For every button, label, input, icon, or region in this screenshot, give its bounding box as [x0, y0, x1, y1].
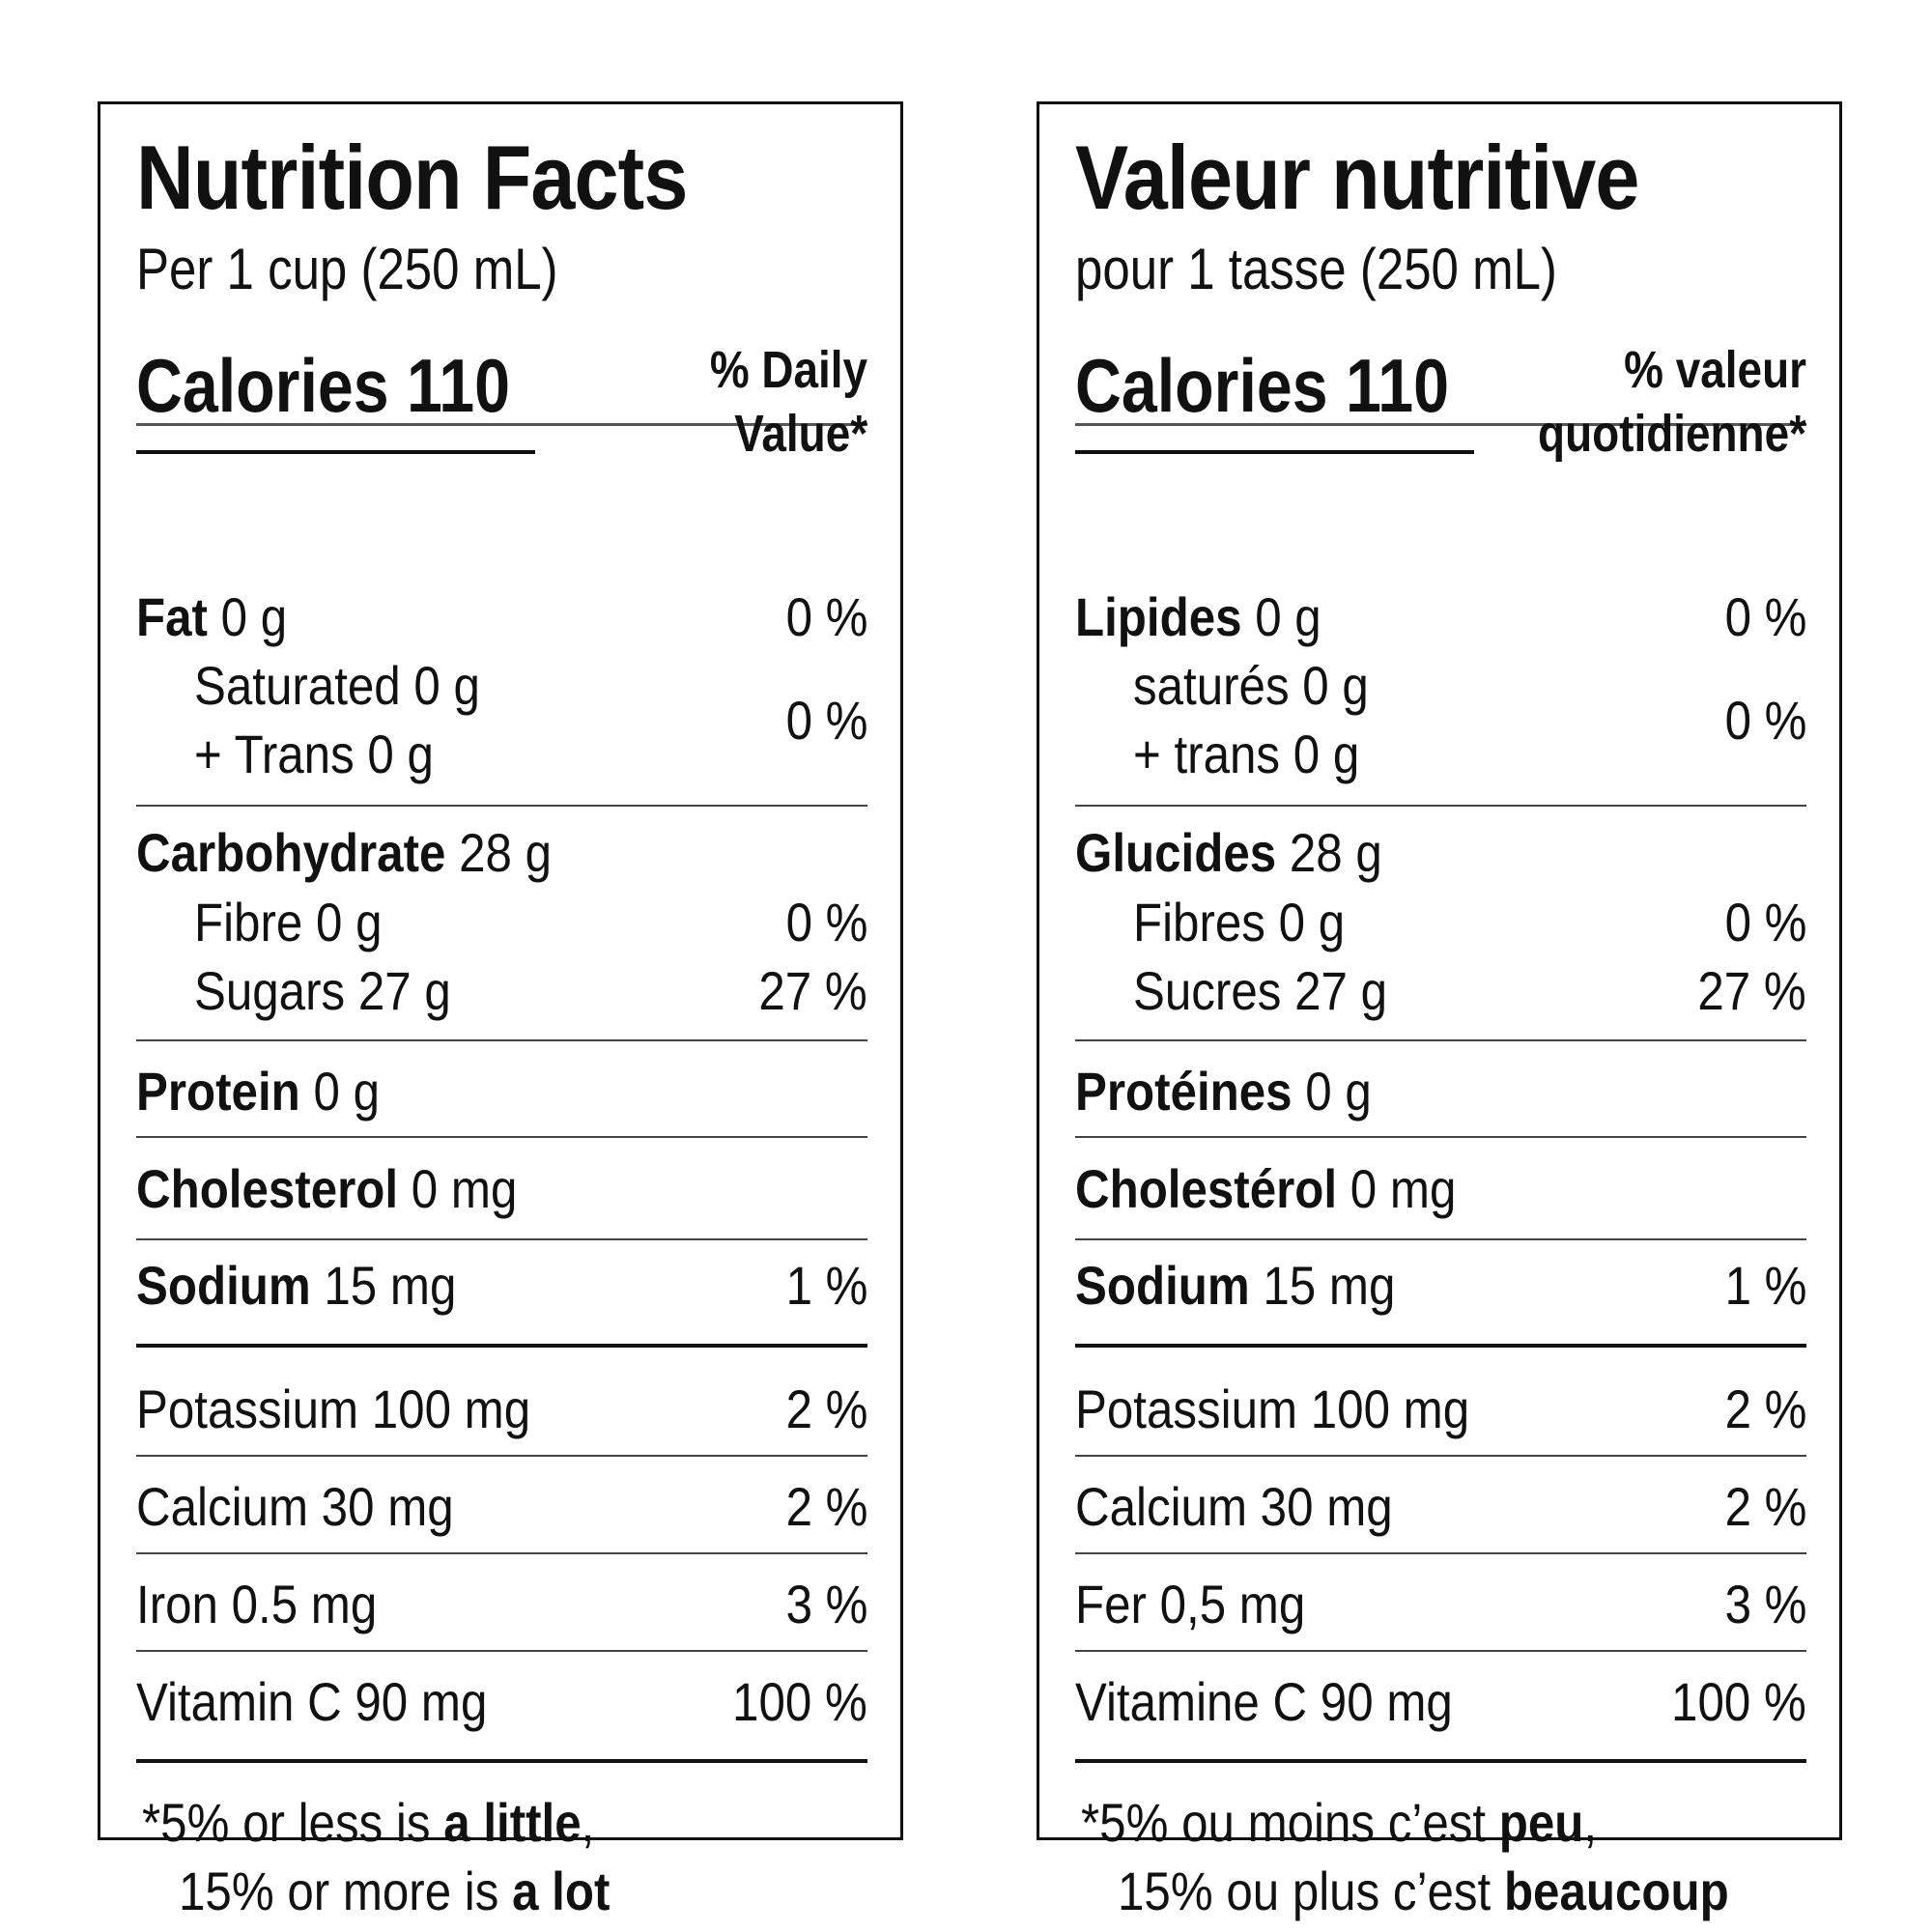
iron-label: Iron 0.5 mg	[136, 1574, 378, 1634]
divider	[1075, 1238, 1806, 1240]
panel-content: Nutrition Facts Per 1 cup (250 mL) Calor…	[136, 104, 867, 1921]
daily-value-header: % Daily Value*	[709, 341, 867, 463]
divider	[1075, 1455, 1806, 1457]
divider	[136, 805, 867, 807]
trans-label: + Trans 0 g	[194, 724, 434, 784]
calcium-dv: 2 %	[785, 1476, 867, 1537]
panel-title: Valeur nutritive	[1075, 127, 1639, 228]
divider-thick	[1075, 1344, 1806, 1348]
potassium-label: Potassium 100 mg	[136, 1378, 531, 1439]
calories-label: Calories 110	[1075, 343, 1450, 428]
divider-thick	[136, 1759, 867, 1763]
calcium-label: Calcium 30 mg	[136, 1476, 454, 1537]
fat-label: Lipides 0 g	[1075, 586, 1321, 647]
divider	[136, 423, 867, 426]
divider	[1075, 423, 1806, 426]
saturated-trans-dv: 0 %	[785, 690, 867, 751]
vitamin-c-label: Vitamine C 90 mg	[1075, 1671, 1453, 1732]
divider	[1075, 1650, 1806, 1652]
fat-dv: 0 %	[785, 586, 867, 647]
calcium-label: Calcium 30 mg	[1075, 1476, 1393, 1537]
saturated-label: saturés 0 g	[1133, 655, 1369, 716]
divider	[136, 1552, 867, 1554]
divider	[136, 1136, 867, 1138]
carbohydrate-label: Carbohydrate 28 g	[136, 822, 553, 883]
footnote-line-2: 15% ou plus c’est beaucoup	[1118, 1861, 1729, 1921]
panel-title: Nutrition Facts	[136, 127, 688, 228]
daily-value-header: % valeur quotidienne*	[1538, 341, 1806, 463]
sugars-dv: 27 %	[758, 960, 867, 1021]
saturated-trans-dv: 0 %	[1724, 690, 1806, 751]
nutrition-facts-panel-english: Nutrition Facts Per 1 cup (250 mL) Calor…	[98, 101, 903, 1921]
iron-dv: 3 %	[1724, 1574, 1806, 1634]
divider-thick	[1075, 1759, 1806, 1763]
divider-thick	[136, 1344, 867, 1348]
sodium-dv: 1 %	[785, 1255, 867, 1316]
fibre-label: Fibres 0 g	[1133, 892, 1346, 952]
divider	[136, 1238, 867, 1240]
carbohydrate-label: Glucides 28 g	[1075, 822, 1382, 883]
iron-dv: 3 %	[785, 1574, 867, 1634]
saturated-label: Saturated 0 g	[194, 655, 480, 716]
divider	[136, 1455, 867, 1457]
iron-label: Fer 0,5 mg	[1075, 1574, 1306, 1634]
potassium-dv: 2 %	[785, 1378, 867, 1439]
divider	[1075, 1039, 1806, 1041]
sodium-dv: 1 %	[1724, 1255, 1806, 1316]
sodium-label: Sodium 15 mg	[1075, 1255, 1396, 1316]
calcium-dv: 2 %	[1724, 1476, 1806, 1537]
vitamin-c-label: Vitamin C 90 mg	[136, 1671, 488, 1732]
footnote-line-1: *5% or less is a little,	[142, 1792, 595, 1853]
divider	[1075, 1552, 1806, 1554]
footnote-line-2: 15% or more is a lot	[179, 1861, 611, 1921]
nutrition-facts-panel-french: Valeur nutritive pour 1 tasse (250 mL) C…	[1037, 101, 1842, 1921]
calories-label: Calories 110	[136, 343, 511, 428]
cholesterol-label: Cholestérol 0 mg	[1075, 1158, 1457, 1219]
sodium-label: Sodium 15 mg	[136, 1255, 457, 1316]
fibre-label: Fibre 0 g	[194, 892, 383, 952]
calories-underline	[1075, 450, 1474, 454]
sugars-dv: 27 %	[1697, 960, 1806, 1021]
fibre-dv: 0 %	[1724, 892, 1806, 952]
trans-label: + trans 0 g	[1133, 724, 1360, 784]
vitamin-c-dv: 100 %	[732, 1671, 867, 1732]
protein-label: Protéines 0 g	[1075, 1061, 1372, 1122]
fibre-dv: 0 %	[785, 892, 867, 952]
divider	[136, 1039, 867, 1041]
serving-size: Per 1 cup (250 mL)	[136, 237, 558, 301]
fat-dv: 0 %	[1724, 586, 1806, 647]
fat-label: Fat 0 g	[136, 586, 288, 647]
sugars-label: Sugars 27 g	[194, 960, 451, 1021]
divider	[1075, 805, 1806, 807]
divider	[136, 1650, 867, 1652]
serving-size: pour 1 tasse (250 mL)	[1075, 237, 1557, 301]
footnote-line-1: *5% ou moins c’est peu,	[1081, 1792, 1598, 1853]
potassium-label: Potassium 100 mg	[1075, 1378, 1470, 1439]
potassium-dv: 2 %	[1724, 1378, 1806, 1439]
sugars-label: Sucres 27 g	[1133, 960, 1387, 1021]
calories-underline	[136, 450, 535, 454]
vitamin-c-dv: 100 %	[1671, 1671, 1806, 1732]
cholesterol-label: Cholesterol 0 mg	[136, 1158, 518, 1219]
protein-label: Protein 0 g	[136, 1061, 380, 1122]
divider	[1075, 1136, 1806, 1138]
panel-content: Valeur nutritive pour 1 tasse (250 mL) C…	[1075, 104, 1806, 1921]
